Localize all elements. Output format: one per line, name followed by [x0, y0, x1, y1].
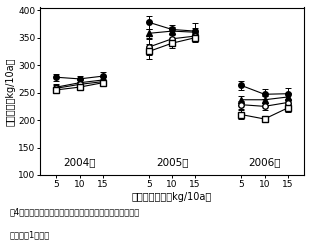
- Text: 2004年: 2004年: [63, 157, 96, 167]
- Text: 凡例は図1と同じ: 凡例は図1と同じ: [9, 230, 50, 239]
- Text: 2006年: 2006年: [248, 157, 281, 167]
- Text: 図4　ダイズ子実収量に及ぼす前作とリン酸施肥量の影響: 図4 ダイズ子実収量に及ぼす前作とリン酸施肥量の影響: [9, 208, 140, 216]
- X-axis label: リン酸施肥量（kg/10a）: リン酸施肥量（kg/10a）: [132, 192, 212, 202]
- Text: 2005年: 2005年: [156, 157, 188, 167]
- Y-axis label: 子実収量（kg/10a）: 子実収量（kg/10a）: [5, 57, 16, 126]
